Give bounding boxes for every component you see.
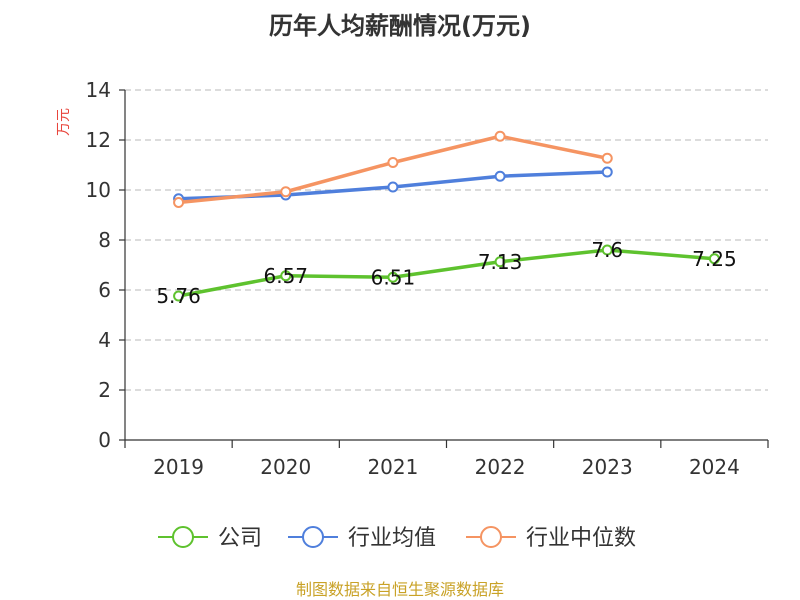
data-label: 6.51 [371, 265, 416, 289]
series-point-0 [173, 290, 185, 302]
data-label: 6.57 [263, 264, 308, 288]
series-line-0 [178, 248, 715, 298]
axes: 0 2 4 6 8 10 12 14 2019 2020 2021 2022 2023 2024 [86, 78, 769, 479]
series-line-2 [178, 134, 608, 205]
y-tick-label: 10 [86, 178, 111, 202]
series-point-2 [601, 152, 613, 164]
series-point-2 [387, 157, 399, 168]
series-point-1 [601, 166, 613, 178]
series-point-1 [387, 181, 399, 193]
legend-swatch-marker [480, 526, 502, 548]
x-tick-label: 2020 [260, 455, 311, 479]
x-tick-label: 2023 [582, 455, 633, 479]
legend: 公司 行业均值 行业中位数 [158, 526, 636, 551]
y-tick-label: 4 [98, 328, 111, 352]
legend-item-0: 公司 [158, 526, 262, 551]
x-tick-label: 2021 [367, 455, 418, 479]
series-point-0 [280, 270, 292, 282]
y-tick-label: 0 [98, 428, 111, 452]
series-layer [173, 130, 720, 302]
series-point-2 [280, 186, 292, 198]
legend-label: 行业均值 [348, 526, 436, 551]
legend-label: 公司 [218, 526, 262, 551]
gridlines [125, 89, 768, 391]
y-axis-label: 万元 [56, 108, 72, 136]
series-point-0 [601, 244, 613, 256]
y-tick-label: 6 [98, 278, 111, 302]
legend-swatch-marker [302, 526, 324, 548]
x-tick-label: 2022 [475, 455, 526, 479]
series-point-0 [494, 256, 506, 268]
series-point-2 [173, 197, 185, 208]
data-label: 7.6 [591, 238, 623, 262]
data-label: 5.76 [156, 284, 201, 308]
series-point-2 [494, 130, 506, 142]
x-tick-label: 2024 [689, 455, 740, 479]
y-tick-label: 2 [98, 378, 111, 402]
y-tick-label: 14 [86, 78, 111, 102]
data-label: 7.13 [478, 250, 523, 274]
legend-label: 行业中位数 [526, 526, 636, 551]
data-labels: 5.76 6.57 6.51 7.13 7.6 7.25 [156, 238, 736, 308]
x-tick-label: 2019 [153, 455, 204, 479]
legend-item-2: 行业中位数 [466, 526, 636, 551]
legend-item-1: 行业均值 [288, 526, 436, 551]
series-point-1 [494, 170, 506, 182]
y-tick-label: 8 [98, 228, 111, 252]
chart-title: 历年人均薪酬情况(万元) [269, 12, 531, 40]
y-tick-label: 12 [86, 128, 111, 152]
series-point-0 [708, 253, 720, 265]
legend-swatch-marker [172, 526, 194, 548]
series-point-0 [387, 271, 399, 283]
data-label: 7.25 [692, 247, 737, 271]
source-note: 制图数据来自恒生聚源数据库 [296, 580, 504, 599]
